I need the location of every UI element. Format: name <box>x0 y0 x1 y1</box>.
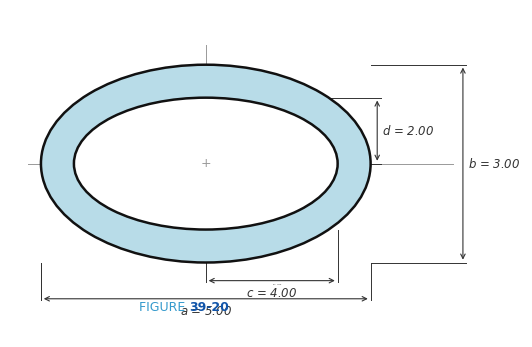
Text: +: + <box>201 157 211 170</box>
Text: $a$ = 5.00: $a$ = 5.00 <box>180 305 232 318</box>
Text: 39-20: 39-20 <box>189 301 229 314</box>
Text: $b$ = 3.00: $b$ = 3.00 <box>468 156 520 171</box>
Text: $\leftarrow c$ = 4.00$\rightarrow$: $\leftarrow c$ = 4.00$\rightarrow$ <box>272 282 282 287</box>
Text: FIGURE: FIGURE <box>139 301 189 314</box>
Text: $d$ = 2.00: $d$ = 2.00 <box>382 124 435 138</box>
Text: $c$ = 4.00: $c$ = 4.00 <box>246 287 297 299</box>
Ellipse shape <box>41 65 371 263</box>
Ellipse shape <box>74 98 338 230</box>
